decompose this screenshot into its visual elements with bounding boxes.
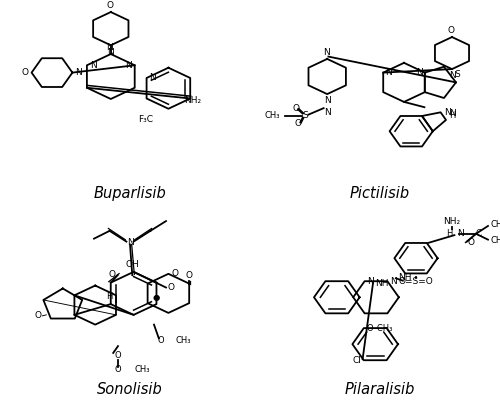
Text: O: O bbox=[114, 351, 121, 360]
Text: N: N bbox=[448, 72, 456, 81]
Text: O=S=O: O=S=O bbox=[398, 277, 434, 286]
Text: O: O bbox=[172, 269, 178, 278]
Text: O: O bbox=[114, 365, 121, 374]
Text: N: N bbox=[457, 229, 464, 238]
Text: NH₂: NH₂ bbox=[184, 96, 202, 105]
Text: CH₃: CH₃ bbox=[135, 365, 150, 374]
Text: CH₃: CH₃ bbox=[490, 236, 500, 245]
Text: O: O bbox=[106, 1, 113, 10]
Text: N: N bbox=[367, 277, 374, 286]
Text: ●: ● bbox=[153, 293, 160, 302]
Text: N: N bbox=[386, 68, 392, 77]
Text: O–CH₃: O–CH₃ bbox=[366, 324, 393, 333]
Text: N: N bbox=[125, 61, 132, 70]
Text: O: O bbox=[186, 271, 192, 280]
Text: O: O bbox=[468, 238, 474, 247]
Text: NH: NH bbox=[376, 279, 389, 288]
Text: O: O bbox=[448, 26, 454, 35]
Text: N: N bbox=[150, 74, 156, 83]
Text: F₃C: F₃C bbox=[138, 115, 154, 124]
Text: Pictilisib: Pictilisib bbox=[350, 186, 410, 201]
Text: N: N bbox=[390, 277, 396, 286]
Text: O: O bbox=[158, 336, 164, 345]
Text: H: H bbox=[106, 292, 112, 301]
Text: CH₃: CH₃ bbox=[490, 221, 500, 230]
Text: N: N bbox=[106, 43, 113, 52]
Text: O: O bbox=[292, 104, 300, 113]
Text: O: O bbox=[295, 119, 302, 128]
Text: H: H bbox=[446, 229, 453, 238]
Text: S: S bbox=[302, 111, 308, 120]
Text: S: S bbox=[454, 70, 460, 79]
Text: C: C bbox=[476, 229, 482, 238]
Text: Pilaralisib: Pilaralisib bbox=[345, 382, 415, 396]
Text: CH₃: CH₃ bbox=[265, 111, 280, 120]
Text: Buparlisib: Buparlisib bbox=[94, 186, 166, 201]
Text: N: N bbox=[324, 108, 330, 117]
Text: CH₃: CH₃ bbox=[176, 336, 191, 345]
Text: NH₂: NH₂ bbox=[444, 217, 460, 226]
Text: N: N bbox=[76, 68, 82, 77]
Text: O: O bbox=[167, 283, 174, 292]
Text: H: H bbox=[449, 111, 456, 120]
Text: N: N bbox=[416, 68, 422, 77]
Text: OH: OH bbox=[126, 260, 140, 269]
Text: Sonolisib: Sonolisib bbox=[97, 382, 163, 396]
Text: O: O bbox=[34, 311, 41, 320]
Text: N: N bbox=[322, 48, 330, 57]
Text: N: N bbox=[126, 238, 134, 247]
Text: N: N bbox=[444, 108, 451, 117]
Text: N: N bbox=[324, 96, 330, 105]
Text: N: N bbox=[449, 109, 456, 118]
Text: N: N bbox=[90, 61, 96, 70]
Text: O: O bbox=[22, 68, 29, 77]
Text: N: N bbox=[108, 48, 114, 57]
Text: O: O bbox=[108, 269, 115, 278]
Text: Cl: Cl bbox=[352, 356, 361, 365]
Text: NH: NH bbox=[398, 273, 411, 282]
